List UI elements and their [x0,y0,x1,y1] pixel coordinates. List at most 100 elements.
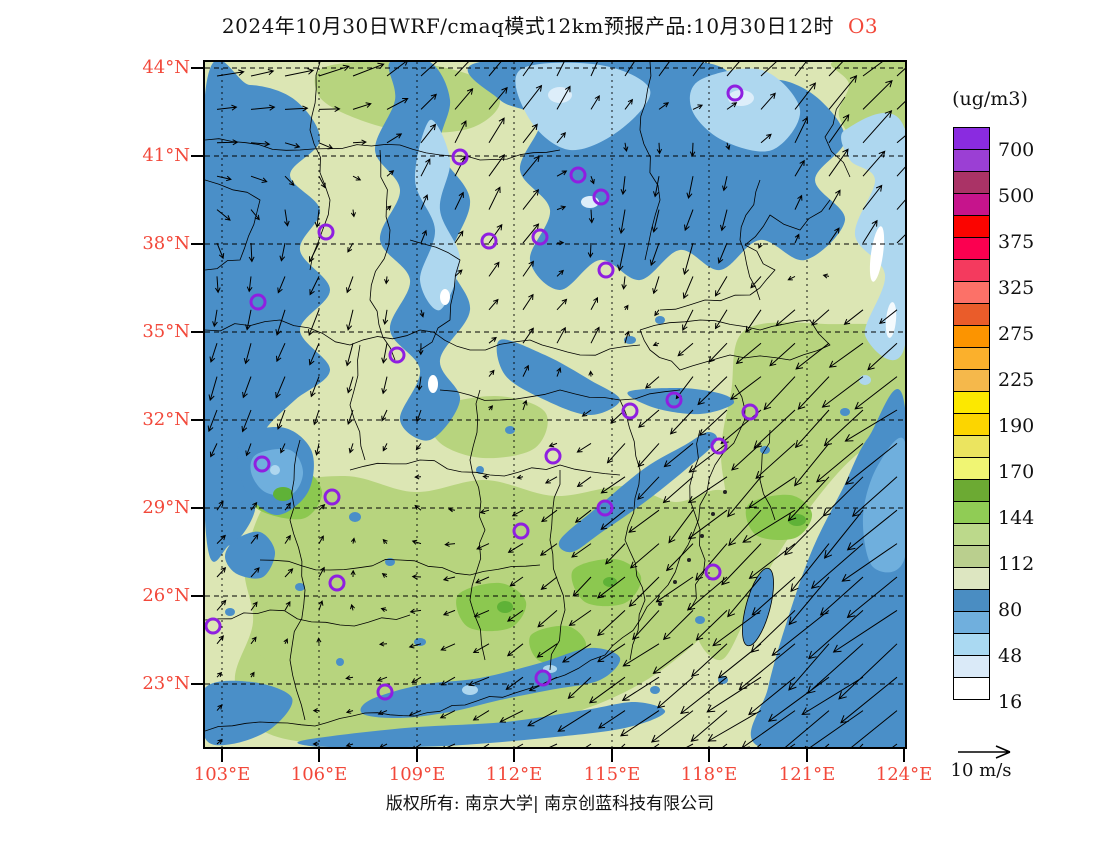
lon-tick-mark [318,749,320,762]
map-spot [658,602,662,606]
map-spot [700,534,704,538]
lon-tick-label: 124°E [875,764,933,785]
colorbar-cell [953,281,990,304]
map-spot [695,616,705,624]
colorbar-cell [953,193,990,216]
station-marker [596,499,614,517]
lon-tick-mark [806,749,808,762]
colorbar-unit-label: (ug/m3) [952,88,1028,110]
colorbar-cell [953,237,990,260]
map-spot [548,87,572,103]
page-title: 2024年10月30日WRF/cmaq模式12km预报产品:10月30日12时 O… [0,10,1100,39]
station-marker [317,223,335,241]
lon-tick-label: 115°E [583,764,641,785]
station-marker [480,232,498,250]
colorbar-cell [953,523,990,546]
boundary-line [349,344,366,461]
region-pale-bohai-b [689,68,801,152]
map-svg [205,62,905,747]
region-ltblue-ocean-core [862,437,905,573]
boundary-line [369,149,396,361]
station-marker [388,346,406,364]
map-spot [462,685,478,695]
station-marker [704,563,722,581]
colorbar-cell [953,611,990,634]
colorbar-cell [953,127,990,150]
colorbar-tick-label: 375 [998,231,1035,253]
colorbar-cell [953,369,990,392]
wind-vector-field [207,62,905,747]
region-pale-north-core [414,119,460,311]
region-west-green-patch [251,605,356,670]
boundary-line [205,138,561,161]
region-pale-yellowsea-strip [841,113,905,361]
station-marker [544,447,562,465]
title-species: O3 [847,14,879,38]
boundary-line [469,389,486,661]
colorbar-cell [953,149,990,172]
colorbar-cell [953,589,990,612]
lon-tick-mark [611,749,613,762]
boundary-line [205,609,411,627]
colorbar-tick-label: 170 [998,461,1035,483]
station-marker [531,228,549,246]
map-spot [336,658,344,666]
map-spot [273,487,293,501]
boundary-line [639,319,831,371]
map-spot [428,375,438,393]
boundary-line [409,239,461,351]
lat-tick-mark [191,331,205,333]
region-blue-north-band [374,62,471,441]
colorbar-tick-label: 700 [998,139,1035,161]
station-marker [451,148,469,166]
map-spot [270,465,280,475]
region-blue-nw [205,62,331,562]
colorbar-cell [953,545,990,568]
station-marker [597,261,615,279]
boundary-line [739,179,761,301]
colorbar-cell [953,171,990,194]
station-marker [710,437,728,455]
colorbar-cell [953,655,990,678]
map-spot [505,426,515,434]
map-spot [885,302,897,338]
colorbar-cell [953,325,990,348]
region-midgreen-2 [456,582,527,632]
region-east-sea-green [696,322,905,661]
region-center-green-patch [428,395,548,459]
boundary-line [349,459,621,477]
colorbar-cell [953,391,990,414]
map-spot [295,583,305,591]
map-spot [655,316,665,324]
station-marker [592,188,610,206]
lat-tick-label: 32°N [142,409,190,430]
lat-tick-mark [191,683,205,685]
map-spot [349,512,361,522]
lon-tick-label: 121°E [778,764,836,785]
lat-tick-mark [191,67,205,69]
colorbar-cell [953,303,990,326]
island-taiwan [742,567,774,647]
colorbar-cell [953,215,990,238]
boundary-line [439,389,681,401]
lat-tick-mark [191,419,205,421]
station-marker [534,669,552,687]
map-spot [603,577,617,587]
boundary-line [205,319,641,356]
map-spot [673,580,677,584]
colorbar-cell [953,259,990,282]
lon-tick-mark [708,749,710,762]
boundary-line [259,559,541,576]
boundary-line [639,62,661,261]
region-blue-se-ocean [750,389,905,747]
lon-tick-mark [903,749,905,762]
map-spot [497,601,513,613]
copyright-text: 版权所有: 南京大学| 南京创蓝科技有限公司 [385,794,715,814]
boundary-line [659,199,831,311]
colorbar-cell [953,347,990,370]
map-spot [687,558,691,562]
lon-tick-mark [221,749,223,762]
station-marker [205,617,222,635]
lat-tick-label: 29°N [142,497,190,518]
